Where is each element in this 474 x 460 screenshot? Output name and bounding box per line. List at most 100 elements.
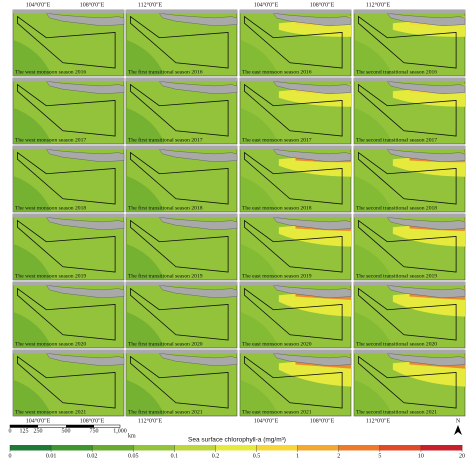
map-panel: The east monsoon season 2019: [239, 213, 352, 281]
panel-label: The east monsoon season 2020: [242, 341, 312, 347]
scale-bar-fill: [66, 425, 94, 428]
study-area: [130, 151, 229, 205]
map-panel: The second transitional season 2019: [353, 213, 466, 281]
study-area: [17, 219, 116, 273]
study-area: [244, 355, 343, 409]
land: [272, 285, 352, 299]
panel-label: The first transitional season 2020: [128, 340, 203, 347]
land-top: [126, 78, 237, 82]
land-top: [13, 350, 124, 354]
land-top: [126, 214, 237, 218]
study-area: [17, 287, 116, 341]
scale-bar-fill: [10, 425, 38, 428]
low-chl-area: [240, 379, 279, 416]
scale-label: 750: [90, 428, 99, 434]
land: [45, 81, 125, 95]
map-panel: The first transitional season 2017: [125, 77, 238, 145]
land-top: [240, 10, 351, 14]
low-chl-area: [354, 311, 393, 348]
land-top: [354, 78, 465, 82]
colorbar-segment: [379, 445, 422, 451]
map-panel: The first transitional season 2021: [125, 349, 238, 417]
low-chl-area: [13, 311, 52, 348]
low-chl-area: [13, 39, 52, 76]
panel-label: The second transitional season 2020: [356, 341, 437, 347]
colorbar-label: 10: [418, 453, 424, 459]
scale-label: 1,000: [113, 428, 127, 434]
study-area: [17, 83, 116, 137]
map-panel: The west monsoon season 2019: [12, 213, 125, 281]
panel-label: The east monsoon season 2016: [242, 69, 312, 75]
scale-label: 125: [20, 428, 29, 434]
longitude-label: 112°0'0"E: [366, 417, 391, 424]
land-top: [13, 78, 124, 82]
map-panel: The west monsoon season 2018: [12, 145, 125, 213]
study-area: [244, 15, 343, 69]
colorbar-segment: [297, 445, 340, 451]
map-panel: The first transitional season 2020: [125, 281, 238, 349]
study-area: [358, 355, 457, 409]
land-top: [13, 282, 124, 286]
longitude-label: 108°0'0"E: [310, 1, 335, 8]
panel-label: The west monsoon season 2020: [15, 341, 86, 347]
map-panel: The east monsoon season 2020: [239, 281, 352, 349]
land: [272, 217, 352, 231]
colorbar-label: 0.2: [212, 453, 220, 459]
north-arrow: [454, 425, 462, 435]
colorbar-segment: [92, 445, 134, 451]
land-top: [240, 214, 351, 218]
land: [45, 285, 125, 299]
study-area: [130, 287, 229, 341]
study-area: [358, 83, 457, 137]
low-chl-area: [126, 379, 165, 416]
low-chl-area: [354, 175, 393, 212]
land-top: [13, 10, 124, 14]
land: [386, 13, 466, 27]
land: [272, 149, 352, 163]
map-panel: The second transitional season 2017: [353, 77, 466, 145]
low-chl-area: [126, 39, 165, 76]
land: [158, 81, 238, 95]
panel-label: The east monsoon season 2018: [242, 205, 312, 211]
map-panel: The second transitional season 2020: [353, 281, 466, 349]
colorbar-label: 0.01: [46, 453, 57, 459]
colorbar-label: 0.02: [87, 453, 98, 459]
low-chl-area: [126, 243, 165, 280]
land-top: [126, 146, 237, 150]
colorbar-label: 2: [337, 453, 340, 459]
panel-label: The west monsoon season 2017: [15, 137, 86, 143]
panel-label: The west monsoon season 2019: [15, 273, 86, 279]
panel-label: The east monsoon season 2019: [242, 273, 312, 279]
land: [386, 353, 466, 367]
land: [45, 149, 125, 163]
study-area: [17, 355, 116, 409]
study-area: [130, 219, 229, 273]
colorbar-segment: [215, 445, 257, 451]
panel-label: The east monsoon season 2017: [242, 137, 312, 143]
study-area: [358, 287, 457, 341]
scale-unit: km: [128, 433, 136, 439]
panel-label: The second transitional season 2017: [356, 137, 437, 143]
land: [386, 217, 466, 231]
panel-label: The second transitional season 2018: [356, 205, 437, 211]
land: [158, 13, 238, 27]
colorbar-segment: [420, 445, 463, 451]
land-top: [126, 350, 237, 354]
scale-label: 250: [34, 428, 43, 434]
low-chl-area: [13, 107, 52, 144]
panel-label: The first transitional season 2021: [128, 408, 203, 415]
low-chl-area: [240, 107, 279, 144]
colorbar-label: 1: [296, 453, 299, 459]
low-chl-area: [13, 243, 52, 280]
longitude-label: 108°0'0"E: [80, 1, 105, 8]
panel-label: The second transitional season 2019: [356, 273, 437, 279]
land-top: [13, 146, 124, 150]
scale-label: 0: [9, 428, 12, 434]
low-chl-area: [354, 107, 393, 144]
longitude-label: 112°0'0"E: [138, 417, 163, 424]
colorbar-label: 0.1: [171, 453, 179, 459]
land-top: [354, 214, 465, 218]
map-panel: The first transitional season 2019: [125, 213, 238, 281]
map-panel: The west monsoon season 2021: [12, 349, 125, 417]
